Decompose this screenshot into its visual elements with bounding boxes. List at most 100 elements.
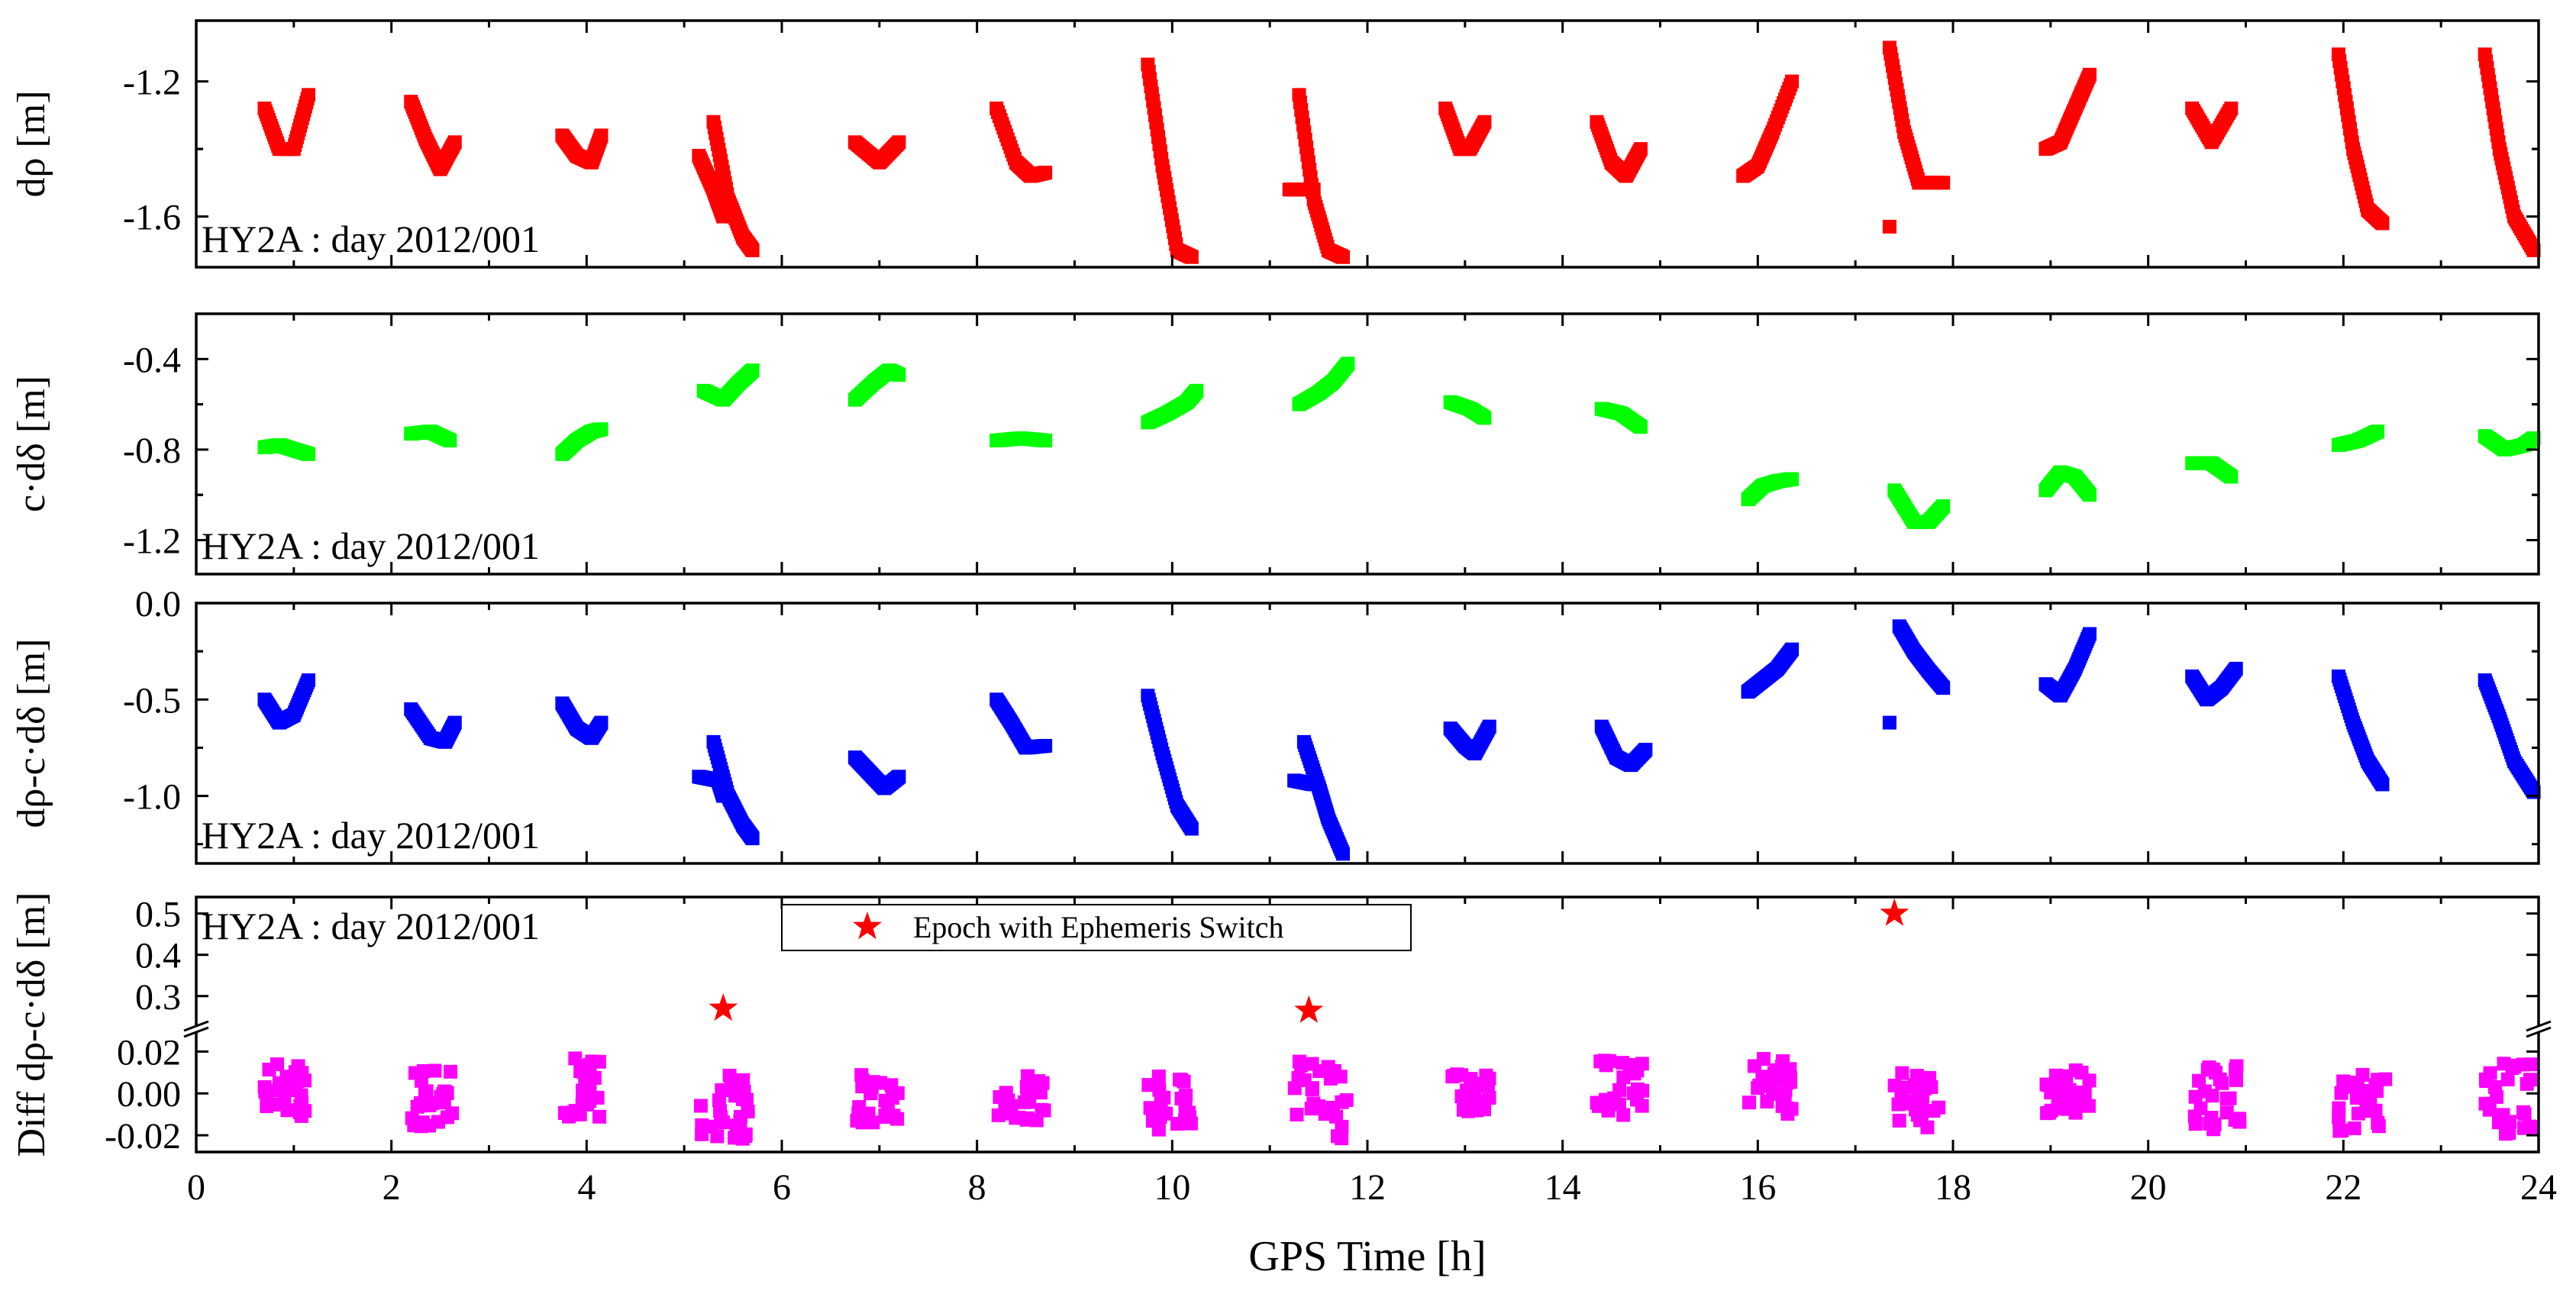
series-dp-11: [1590, 115, 1648, 183]
data-point: [1616, 1070, 1631, 1085]
cluster-4: [850, 1068, 905, 1130]
y-tick-label: 0.00: [117, 1074, 181, 1115]
x-tick-label: 4: [577, 1167, 596, 1208]
series-dp-13: [1882, 40, 1951, 190]
data-point: [1145, 1114, 1160, 1128]
data-point: [1305, 1057, 1319, 1071]
data-point: [1183, 1110, 1197, 1125]
cluster-13: [2187, 1059, 2247, 1137]
data-point: [1001, 1093, 1015, 1108]
data-point: [873, 1076, 888, 1090]
data-point: [2187, 1109, 2202, 1124]
data-point: [1323, 1071, 1338, 1086]
data-point: [2378, 1072, 2393, 1086]
y-axis-label: dρ-c·dδ [m]: [10, 638, 53, 828]
y-tick-label: -1.0: [123, 777, 181, 818]
series-cdt-10: [1741, 472, 1800, 507]
data-point: [2526, 243, 2541, 257]
data-point: [1477, 115, 1492, 129]
series-diff-12: [1741, 642, 1800, 699]
data-point: [2375, 777, 2390, 792]
axes-frames: Epoch with Ephemeris Switch: [183, 19, 2552, 1154]
cluster-8: [1445, 1067, 1496, 1118]
data-point: [1477, 411, 1492, 425]
data-point: [1760, 1094, 1774, 1108]
data-point: [2482, 1102, 2497, 1117]
data-point: [745, 243, 760, 257]
data-point: [2332, 1110, 2346, 1125]
panel-annotation: HY2A : day 2012/001: [202, 218, 540, 260]
data-point: [2229, 1059, 2244, 1073]
axis-break-mark: [183, 1026, 209, 1038]
data-point: [2345, 1079, 2360, 1094]
y-tick-label: 0.02: [117, 1032, 181, 1073]
data-point: [447, 135, 462, 150]
data-point: [408, 1066, 422, 1080]
y-tick-label: -1.2: [123, 521, 181, 562]
series-diff-4: [706, 734, 760, 846]
data-point: [1021, 1069, 1035, 1083]
y-axis-label: dρ [m]: [10, 90, 53, 197]
data-point: [1035, 1102, 1049, 1117]
y-tick-label: 0.4: [135, 936, 181, 976]
data-point: [2496, 1108, 2510, 1122]
data-point: [562, 1109, 576, 1124]
data-point: [1638, 742, 1653, 757]
data-point: [2065, 1086, 2080, 1101]
data-point: [1882, 219, 1896, 234]
data-point: [1464, 1072, 1478, 1086]
data-point: [2363, 1092, 2377, 1106]
series-cdt-15: [2478, 429, 2541, 457]
series-diff-18: [2478, 673, 2541, 799]
y-tick-label: -0.4: [123, 340, 181, 380]
data-point: [1936, 499, 1951, 514]
series-diff-13: [1892, 619, 1951, 695]
series-dp-14: [1882, 219, 1896, 234]
data-point: [1626, 1086, 1641, 1100]
series-dp-10: [1438, 102, 1492, 157]
x-tick-label: 6: [773, 1167, 791, 1208]
series-dp-5: [847, 135, 906, 169]
data-point: [302, 447, 316, 461]
data-point: [710, 1129, 725, 1144]
data-point: [1190, 383, 1204, 398]
data-point: [2229, 1073, 2243, 1087]
series-diff-15: [2039, 627, 2097, 703]
data-point: [2082, 1073, 2097, 1088]
series-cdt-9: [1594, 402, 1648, 434]
data-point: [2500, 1072, 2515, 1086]
data-point: [1892, 1113, 1906, 1128]
data-point: [2375, 216, 2390, 231]
cluster-10: [1742, 1052, 1799, 1121]
data-point: [1752, 1078, 1767, 1092]
data-point: [2081, 1099, 2096, 1113]
data-point: [866, 1115, 880, 1130]
series-diff-9: [1296, 734, 1351, 861]
y-tick-label: -1.2: [123, 63, 181, 103]
data-point: [1482, 719, 1496, 734]
panel-annotation: HY2A : day 2012/001: [202, 905, 540, 947]
data-point: [1932, 1100, 1946, 1115]
cluster-6: [1141, 1069, 1198, 1137]
series-diff-16: [2185, 661, 2243, 707]
data-point: [302, 88, 316, 102]
axis-text: -1.2 -1.6 dρ [m] HY2A : day 2012/001 -0.4 -0.…: [10, 63, 2557, 1280]
data-point: [568, 1051, 583, 1066]
data-point: [2203, 1116, 2217, 1131]
data-point: [890, 1112, 905, 1126]
legend-label: Epoch with Ephemeris Switch: [913, 910, 1283, 944]
data-point: [1305, 1082, 1319, 1096]
data-point: [1170, 1116, 1185, 1131]
data-point: [2526, 431, 2541, 446]
series-diff-10: [1443, 719, 1496, 761]
data-point: [2347, 1121, 2361, 1135]
data-point: [852, 1100, 867, 1115]
data-point: [1461, 1104, 1476, 1118]
x-tick-label: 24: [2520, 1167, 2557, 1208]
data-point: [1019, 1079, 1034, 1094]
series-dp-9: [1292, 88, 1351, 264]
data-point: [594, 128, 608, 143]
data-point: [890, 1086, 905, 1100]
series-cdt-5: [989, 431, 1053, 448]
ephemeris-switch-star: [709, 993, 738, 1021]
